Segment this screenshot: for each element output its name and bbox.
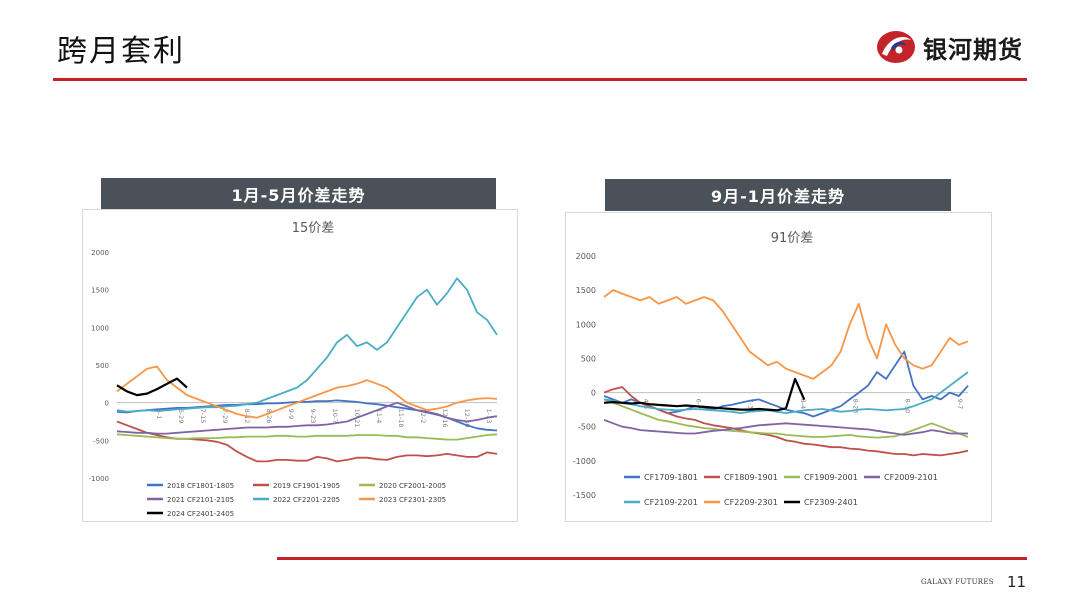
legend-label: CF2009-2101 [884, 473, 938, 482]
x-tick-label: 9-23 [309, 409, 317, 424]
chart-title: 91价差 [771, 231, 814, 246]
y-tick-label: 500 [581, 354, 596, 363]
series-line [603, 419, 968, 436]
x-tick-label: 6-29 [177, 409, 185, 424]
series-line [603, 377, 806, 412]
legend-label: CF1809-1901 [724, 473, 778, 482]
legend-label: 2022 CF2201-2205 [273, 496, 340, 504]
y-tick-label: -1500 [573, 491, 596, 500]
y-tick-label: -500 [578, 423, 596, 432]
x-tick-label: 8-26 [265, 409, 273, 424]
page-number: 11 [1007, 573, 1027, 591]
legend-label: 2018 CF1801-1805 [167, 482, 234, 490]
legend-label: CF1909-2001 [804, 473, 858, 482]
x-tick-label: 12-16 [441, 409, 449, 428]
y-tick-label: 2000 [576, 252, 596, 261]
series-line [603, 371, 969, 415]
x-tick-label: 11-4 [375, 409, 383, 424]
y-tick-label: 0 [105, 400, 109, 408]
panel-header-right: 9月-1月价差走势 [605, 179, 951, 211]
legend-label: 2023 CF2301-2305 [379, 496, 446, 504]
x-tick-label: 12-2 [419, 409, 427, 424]
legend-label: 2021 CF2101-2105 [167, 496, 234, 504]
x-tick-label: 9-9 [287, 409, 295, 420]
legend-label: 2024 CF2401-2405 [167, 510, 234, 518]
series-line [116, 377, 188, 397]
x-tick-label: 6-1 [155, 409, 163, 420]
y-tick-label: 1000 [91, 324, 109, 332]
legend-label: 2020 CF2001-2005 [379, 482, 446, 490]
series-line [603, 398, 969, 439]
x-tick-label: 7-29 [221, 409, 229, 424]
y-tick-label: 1000 [576, 320, 596, 329]
chart-15-spread: 15价差 2000 1500 1000 500 0 -500 -1000 6-1 6-29 7-15… [82, 209, 518, 522]
x-tick-label: 1-13 [485, 409, 493, 424]
legend-label: 2019 CF1901-1905 [273, 482, 340, 490]
footer-brand: GALAXY FUTURES [921, 578, 994, 586]
legend-label: CF2109-2201 [644, 498, 698, 507]
series-line [116, 433, 498, 441]
x-tick-label: 8-4 [799, 399, 807, 410]
legend-label: CF1709-1801 [644, 473, 698, 482]
x-tick-label: 7-3 [747, 399, 755, 410]
footer-divider [277, 557, 1027, 560]
x-tick-label: 8-23 [851, 399, 859, 414]
y-tick-label: -1000 [89, 475, 109, 483]
chart-15-svg: 15价差 2000 1500 1000 500 0 -500 -1000 6-1 6-29 7-15… [89, 221, 498, 518]
chart-title: 15价差 [292, 221, 335, 236]
legend-label: CF2209-2301 [724, 498, 778, 507]
header-divider [53, 78, 1027, 81]
legend-label: CF2309-2401 [804, 498, 858, 507]
x-tick-label: 8-30 [904, 399, 912, 414]
series-line [116, 365, 498, 419]
x-tick-label: 12-30 [463, 409, 471, 428]
galaxy-logo-icon [877, 31, 915, 63]
chart-91-spread: 91价差 2000 1500 1000 500 0 -500 -1000 -1500 4-5 6-7… [565, 212, 992, 522]
y-tick-label: 0 [591, 389, 596, 398]
y-tick-label: 1500 [91, 287, 109, 295]
x-tick-label: 7-15 [199, 409, 207, 424]
series-line [603, 386, 969, 457]
series-line [603, 289, 969, 380]
series-line [116, 420, 498, 463]
series-line [116, 401, 498, 435]
page-title: 跨月套利 [57, 34, 185, 69]
panel-header-left: 1月-5月价差走势 [101, 178, 496, 209]
x-tick-label: 11-18 [397, 409, 405, 428]
series-line [116, 277, 498, 413]
galaxy-futures-logo: 银河期货 [875, 28, 1023, 66]
x-tick-label: 9-7 [956, 399, 964, 410]
x-tick-label: 6-7 [694, 399, 702, 410]
y-tick-label: -1000 [573, 457, 596, 466]
y-tick-label: -500 [93, 437, 109, 445]
y-tick-label: 1500 [576, 286, 596, 295]
y-tick-label: 500 [96, 362, 109, 370]
logo-text: 银河期货 [923, 35, 1023, 64]
x-tick-label: 10-7 [331, 409, 339, 424]
y-tick-label: 2000 [91, 249, 109, 257]
